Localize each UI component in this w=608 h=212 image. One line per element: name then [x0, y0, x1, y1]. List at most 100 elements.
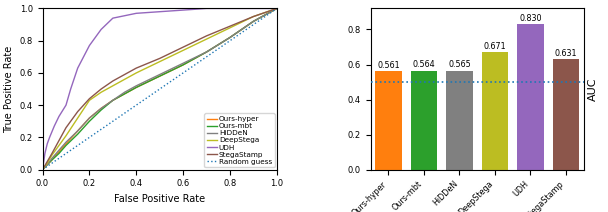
Ours-mbt — [86, 120, 93, 123]
Line: Ours-hyper: Ours-hyper — [43, 8, 277, 170]
UDH — [133, 12, 140, 15]
Ours-mbt — [133, 86, 140, 89]
Ours-mbt — [226, 36, 233, 39]
HiDDeN — [97, 107, 105, 110]
Ours-mbt — [203, 51, 210, 53]
Ours-hyper — [203, 51, 210, 53]
Bar — [375, 71, 402, 170]
Y-axis label: True Positive Rate: True Positive Rate — [4, 45, 14, 133]
Bar — [410, 71, 437, 170]
HiDDeN — [121, 91, 128, 93]
Ours-hyper — [44, 163, 51, 166]
HiDDeN — [44, 163, 51, 166]
Ours-mbt — [121, 93, 128, 95]
HiDDeN — [63, 141, 70, 144]
DeepStega — [133, 72, 140, 74]
Ours-hyper — [273, 7, 280, 10]
UDH — [273, 7, 280, 10]
DeepStega — [226, 26, 233, 29]
Ours-hyper — [97, 107, 105, 110]
StegaStamp — [97, 88, 105, 90]
Bar — [553, 59, 579, 170]
StegaStamp — [109, 80, 117, 82]
StegaStamp — [39, 168, 46, 171]
DeepStega — [273, 7, 280, 10]
UDH — [39, 168, 46, 171]
UDH — [109, 17, 117, 20]
Line: StegaStamp: StegaStamp — [43, 8, 277, 170]
Ours-mbt — [273, 7, 280, 10]
HiDDeN — [74, 130, 81, 132]
Text: 0.564: 0.564 — [413, 60, 435, 69]
HiDDeN — [203, 51, 210, 53]
Text: 0.671: 0.671 — [483, 42, 506, 51]
HiDDeN — [86, 117, 93, 119]
Ours-mbt — [74, 133, 81, 135]
StegaStamp — [44, 160, 51, 163]
Ours-hyper — [74, 130, 81, 132]
StegaStamp — [156, 57, 164, 60]
StegaStamp — [133, 67, 140, 69]
HiDDeN — [55, 149, 63, 152]
UDH — [46, 136, 54, 139]
DeepStega — [55, 144, 63, 147]
UDH — [55, 115, 63, 118]
UDH — [44, 142, 51, 145]
Text: 0.561: 0.561 — [377, 61, 400, 70]
Bar — [482, 52, 508, 170]
Bar — [517, 24, 544, 170]
Ours-mbt — [179, 64, 187, 66]
HiDDeN — [179, 62, 187, 64]
HiDDeN — [133, 85, 140, 87]
UDH — [67, 88, 74, 90]
DeepStega — [74, 117, 81, 119]
UDH — [41, 152, 49, 155]
Line: DeepStega: DeepStega — [43, 8, 277, 170]
UDH — [179, 9, 187, 11]
Ours-mbt — [97, 109, 105, 111]
Ours-hyper — [156, 75, 164, 77]
StegaStamp — [63, 126, 70, 129]
Line: UDH: UDH — [43, 8, 277, 170]
DeepStega — [156, 60, 164, 63]
DeepStega — [250, 15, 257, 18]
Ours-mbt — [44, 163, 51, 166]
Ours-hyper — [121, 93, 128, 95]
Ours-mbt — [48, 159, 55, 161]
UDH — [156, 10, 164, 13]
HiDDeN — [109, 99, 117, 102]
HiDDeN — [39, 168, 46, 171]
HiDDeN — [48, 157, 55, 160]
Ours-hyper — [179, 64, 187, 66]
Line: HiDDeN: HiDDeN — [43, 8, 277, 170]
DeepStega — [179, 49, 187, 52]
Bar — [446, 71, 473, 170]
UDH — [40, 160, 47, 163]
Ours-hyper — [63, 142, 70, 145]
X-axis label: False Positive Rate: False Positive Rate — [114, 194, 206, 204]
Ours-hyper — [86, 117, 93, 119]
StegaStamp — [55, 139, 63, 142]
UDH — [63, 104, 70, 106]
UDH — [50, 125, 58, 127]
HiDDeN — [156, 73, 164, 76]
StegaStamp — [121, 73, 128, 76]
DeepStega — [203, 38, 210, 40]
Ours-mbt — [109, 99, 117, 102]
UDH — [203, 7, 210, 10]
Ours-mbt — [250, 20, 257, 23]
HiDDeN — [250, 20, 257, 23]
DeepStega — [109, 85, 117, 87]
StegaStamp — [74, 110, 81, 113]
Y-axis label: AUC: AUC — [588, 77, 598, 101]
Ours-hyper — [39, 168, 46, 171]
Text: 0.830: 0.830 — [519, 14, 542, 23]
StegaStamp — [48, 152, 55, 155]
UDH — [226, 7, 233, 10]
HiDDeN — [273, 7, 280, 10]
StegaStamp — [250, 15, 257, 18]
StegaStamp — [179, 46, 187, 48]
DeepStega — [39, 168, 46, 171]
UDH — [74, 67, 81, 69]
UDH — [86, 44, 93, 47]
